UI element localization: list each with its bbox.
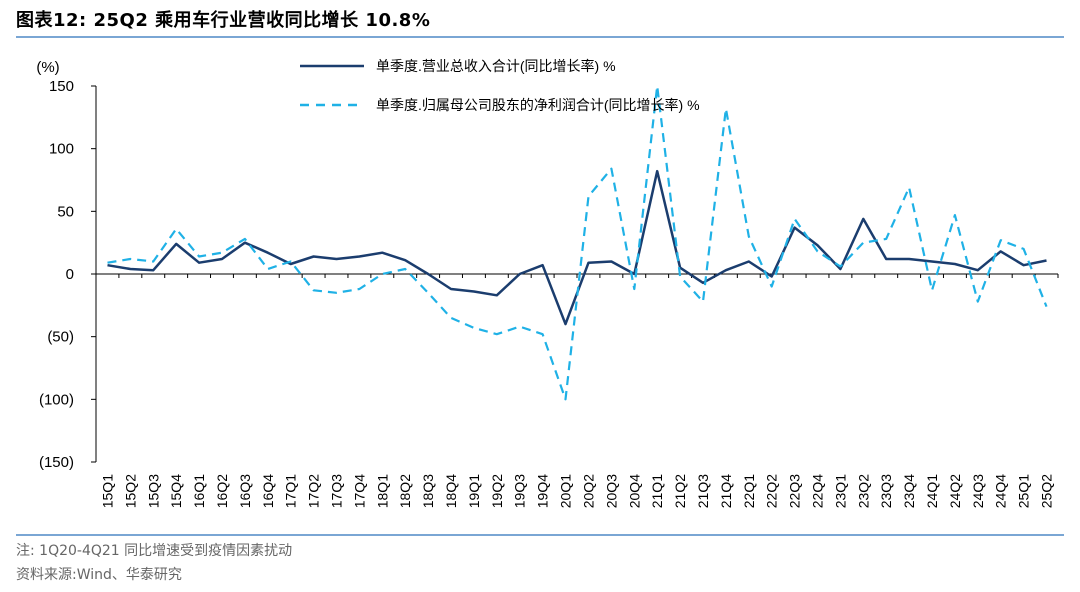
x-tick-label: 16Q1: [191, 474, 207, 508]
x-tick-label: 16Q4: [260, 474, 276, 508]
x-tick-label: 22Q4: [810, 474, 826, 508]
x-tick-label: 23Q3: [878, 474, 894, 508]
x-tick-label: 21Q4: [718, 474, 734, 508]
x-tick-label: 19Q1: [466, 474, 482, 508]
x-tick-label: 18Q1: [374, 474, 390, 508]
y-tick-label: 50: [57, 203, 74, 220]
x-tick-label: 25Q1: [1016, 474, 1032, 508]
x-tick-label: 24Q4: [993, 474, 1009, 508]
x-tick-label: 15Q3: [145, 474, 161, 508]
y-axis-unit: (%): [36, 59, 59, 76]
x-tick-label: 17Q1: [283, 474, 299, 508]
series-line-profit: [107, 86, 1048, 401]
x-tick-label: 22Q2: [764, 474, 780, 508]
x-tick-label: 23Q4: [901, 474, 917, 508]
x-tick-label: 17Q2: [306, 474, 322, 508]
x-tick-label: 20Q4: [626, 474, 642, 508]
x-tick-label: 22Q1: [741, 474, 757, 508]
legend-label: 单季度.归属母公司股东的净利润合计(同比增长率) %: [376, 97, 700, 113]
bottom-divider: [16, 534, 1064, 536]
x-tick-label: 20Q1: [558, 474, 574, 508]
x-tick-label: 21Q3: [695, 474, 711, 508]
x-tick-label: 19Q3: [512, 474, 528, 508]
axes: (%) 150 100 50 0 (50) (100) (150) 15Q1 15Q2 15Q3 15…: [36, 59, 1059, 508]
x-tick-label: 19Q4: [535, 474, 551, 508]
x-tick-label: 20Q2: [580, 474, 596, 508]
x-tick-label: 21Q1: [649, 474, 665, 508]
y-tick-label: (150): [39, 454, 74, 471]
top-divider: [16, 36, 1064, 38]
y-tick-label: (50): [47, 329, 74, 346]
y-tick-label: 100: [49, 141, 74, 158]
x-tick-label: 18Q3: [420, 474, 436, 508]
x-tick-label: 15Q1: [99, 474, 115, 508]
x-tick-label: 21Q2: [672, 474, 688, 508]
x-tick-label: 24Q2: [947, 474, 963, 508]
y-tick-label: 0: [66, 266, 74, 283]
x-tick-label: 15Q2: [122, 474, 138, 508]
x-tick-label: 22Q3: [787, 474, 803, 508]
legend-label: 单季度.营业总收入合计(同比增长率) %: [376, 58, 616, 74]
x-tick-label: 17Q3: [329, 474, 345, 508]
x-tick-label: 23Q1: [832, 474, 848, 508]
source-note: 资料来源:Wind、华泰研究: [16, 567, 182, 583]
x-tick-label: 23Q2: [855, 474, 871, 508]
x-tick-label: 25Q2: [1039, 474, 1055, 508]
x-tick-label: 17Q4: [351, 474, 367, 508]
y-tick-label: 150: [49, 78, 74, 95]
x-tick-label: 18Q4: [443, 474, 459, 508]
legend: 单季度.营业总收入合计(同比增长率) % 单季度.归属母公司股东的净利润合计(同比…: [300, 58, 700, 113]
x-tick-label: 18Q2: [397, 474, 413, 508]
x-tick-label: 20Q3: [603, 474, 619, 508]
footnote: 注: 1Q20-4Q21 同比增速受到疫情因素扰动: [16, 543, 293, 559]
x-tick-label: 19Q2: [489, 474, 505, 508]
x-tick-label: 16Q3: [237, 474, 253, 508]
x-tick-label: 24Q1: [924, 474, 940, 508]
x-tick-label: 15Q4: [168, 474, 184, 508]
y-tick-label: (100): [39, 391, 74, 408]
chart-title: 图表12: 25Q2 乘用车行业营收同比增长 10.8%: [16, 10, 431, 31]
series-lines: [107, 86, 1048, 401]
x-tick-label: 16Q2: [214, 474, 230, 508]
x-tick-label: 24Q3: [970, 474, 986, 508]
